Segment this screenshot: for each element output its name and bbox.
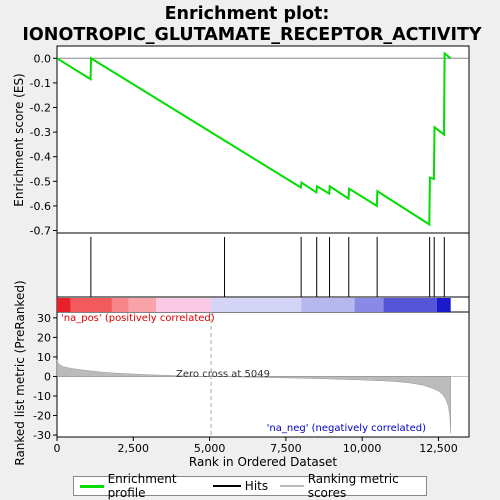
heatmap-segment xyxy=(436,298,451,312)
x-tick-label: 0 xyxy=(54,442,61,455)
es-tick-label: -0.4 xyxy=(30,151,51,164)
heatmap-segment xyxy=(57,298,71,312)
heatmap-segment xyxy=(111,298,129,312)
es-layer xyxy=(56,51,469,227)
legend-label: Hits xyxy=(244,479,269,493)
legend-label: Enrichment profile xyxy=(107,472,177,500)
es-axis-label: Enrichment score (ES) xyxy=(12,73,26,206)
legend-ranking-metric: Ranking metric scores xyxy=(280,472,420,500)
heatmap-segment xyxy=(383,298,437,312)
x-tick-label: 12,500 xyxy=(419,442,458,455)
chart-legend: Enrichment profile Hits Ranking metric s… xyxy=(73,472,427,500)
x-axis-label: Rank in Ordered Dataset xyxy=(189,455,337,469)
es-tick-label: -0.6 xyxy=(30,200,51,213)
metric-tick-label: 0 xyxy=(44,370,51,383)
legend-enrichment-profile: Enrichment profile xyxy=(80,472,201,500)
pos-correlated-label: 'na_pos' (positively correlated) xyxy=(61,313,215,324)
metric-tick-label: -30 xyxy=(33,429,51,442)
x-tick-label: 5,000 xyxy=(194,442,226,455)
axes-layer: 0.0 -0.1 -0.2 -0.3 -0.4 -0.5 -0.6 -0.7 30 20 10 0 -1… xyxy=(30,52,458,455)
legend-swatch-gray xyxy=(280,485,304,487)
x-tick-label: 10,000 xyxy=(343,442,382,455)
heatmap-layer xyxy=(57,298,451,312)
heatmap-segment xyxy=(211,298,302,312)
es-panel xyxy=(56,45,470,234)
hits-layer xyxy=(90,237,445,297)
heatmap-segment xyxy=(354,298,384,312)
es-tick-label: -0.1 xyxy=(30,77,51,90)
heatmap-segment xyxy=(70,298,112,312)
chart-title-line2: IONOTROPIC_GLUTAMATE_RECEPTOR_ACTIVITY xyxy=(22,25,482,45)
es-tick-label: -0.5 xyxy=(30,175,51,188)
zero-cross-label: Zero cross at 5049 xyxy=(176,369,270,380)
es-tick-label: -0.3 xyxy=(30,126,51,139)
hits-panel xyxy=(56,232,470,298)
legend-swatch-green xyxy=(80,484,104,488)
metric-tick-label: -20 xyxy=(33,410,51,423)
ranking-metric-area xyxy=(56,359,451,434)
metric-layer xyxy=(56,312,469,437)
es-tick-label: 0.0 xyxy=(34,52,52,65)
x-tick-label: 2,500 xyxy=(118,442,150,455)
metric-tick-label: 20 xyxy=(37,331,51,344)
heatmap-segment xyxy=(156,298,212,312)
metric-tick-label: 10 xyxy=(37,351,51,364)
x-tick-label: 7,500 xyxy=(270,442,302,455)
enrichment-profile-line xyxy=(56,51,452,227)
legend-swatch-black xyxy=(212,485,241,487)
neg-correlated-label: 'na_neg' (negatively correlated) xyxy=(267,423,426,434)
metric-axis-label: Ranked list metric (PreRanked) xyxy=(13,280,27,465)
legend-label: Ranking metric scores xyxy=(307,472,399,500)
legend-hits: Hits xyxy=(212,479,269,493)
metric-tick-label: -10 xyxy=(33,390,51,403)
heatmap-segment xyxy=(128,298,157,312)
es-tick-label: -0.7 xyxy=(30,225,51,238)
heatmap-segment xyxy=(301,298,355,312)
es-tick-label: -0.2 xyxy=(30,102,51,115)
metric-tick-label: 30 xyxy=(37,312,51,325)
chart-title-line1: Enrichment plot: xyxy=(165,4,330,24)
